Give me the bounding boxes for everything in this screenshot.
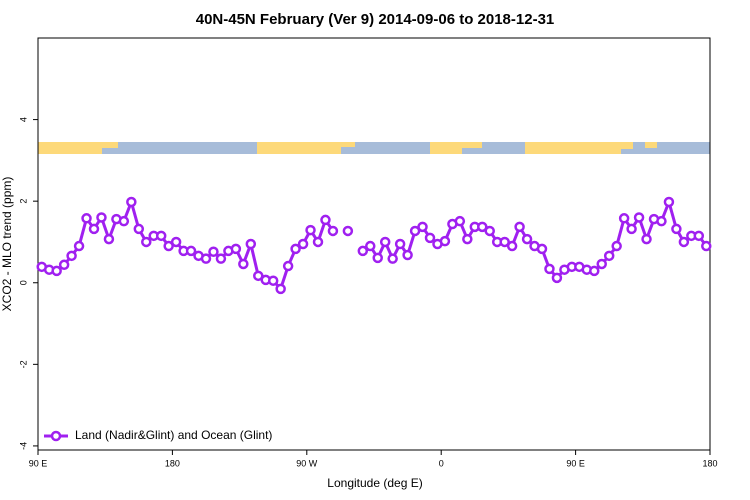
data-point xyxy=(462,233,473,245)
data-point xyxy=(215,253,227,264)
data-point xyxy=(290,243,301,255)
x-axis-label: Longitude (deg E) xyxy=(327,476,422,490)
data-point xyxy=(477,221,488,233)
data-point xyxy=(365,240,376,252)
x-tick-label: 0 xyxy=(439,458,444,468)
data-point xyxy=(611,240,622,252)
data-point xyxy=(536,243,548,255)
chart-title: 40N-45N February (Ver 9) 2014-09-06 to 2… xyxy=(196,11,555,28)
data-point xyxy=(544,263,555,275)
data-point xyxy=(693,230,705,242)
data-point xyxy=(126,196,137,208)
data-point xyxy=(133,223,145,235)
data-point xyxy=(521,233,533,245)
data-point xyxy=(454,215,466,227)
data-point xyxy=(626,223,637,235)
data-point xyxy=(603,250,615,262)
data-point xyxy=(589,265,600,277)
data-point xyxy=(327,225,339,237)
legend-label: Land (Nadir&Glint) and Ocean (Glint) xyxy=(75,428,272,442)
y-tick-label: 4 xyxy=(18,117,28,122)
data-point xyxy=(118,215,130,227)
y-axis-label: XCO2 - MLO trend (ppm) xyxy=(0,177,14,312)
data-point xyxy=(701,240,712,252)
y-tick-label: -2 xyxy=(18,360,28,368)
data-point xyxy=(282,260,294,272)
data-point xyxy=(596,258,607,270)
data-point xyxy=(253,270,264,282)
data-point xyxy=(81,213,92,224)
x-tick-label: 90 E xyxy=(29,458,48,468)
data-point xyxy=(51,265,62,277)
data-point xyxy=(305,224,316,236)
data-point xyxy=(312,236,324,248)
data-point xyxy=(484,225,495,237)
data-point xyxy=(170,236,182,248)
data-point xyxy=(424,232,436,244)
data-point xyxy=(245,238,257,250)
data-point xyxy=(551,272,563,284)
data-point xyxy=(163,240,174,252)
y-tick-label: 2 xyxy=(18,199,28,204)
y-tick-label: -4 xyxy=(18,442,28,450)
data-point xyxy=(103,233,115,245)
data-point xyxy=(320,214,331,226)
data-point xyxy=(357,245,369,257)
surface-strip xyxy=(38,142,710,154)
data-point xyxy=(238,258,249,270)
x-tick-label: 180 xyxy=(165,458,180,468)
data-point xyxy=(342,225,354,237)
data-point xyxy=(275,283,286,295)
data-point xyxy=(372,252,383,264)
data-point xyxy=(499,236,510,248)
data-point xyxy=(402,249,413,261)
data-point xyxy=(230,243,242,255)
data-point xyxy=(88,223,100,235)
data-point xyxy=(66,250,77,262)
data-point xyxy=(297,238,309,250)
data-point xyxy=(379,236,391,248)
data-point xyxy=(641,233,652,245)
data-point xyxy=(678,236,690,248)
data-point xyxy=(387,253,398,264)
data-point xyxy=(267,275,279,286)
data-point xyxy=(633,212,645,223)
data-point xyxy=(58,259,70,271)
data-point xyxy=(96,212,107,223)
data-point xyxy=(618,213,630,224)
data-point xyxy=(141,236,152,248)
x-tick-label: 180 xyxy=(702,458,717,468)
data-point xyxy=(417,221,428,233)
legend-marker xyxy=(50,430,62,442)
data-point xyxy=(409,225,421,237)
data-point xyxy=(671,223,682,235)
x-tick-label: 90 W xyxy=(296,458,318,468)
data-point xyxy=(394,238,406,250)
y-tick-label: 0 xyxy=(18,280,28,285)
data-point xyxy=(663,196,675,208)
data-point xyxy=(656,215,667,227)
data-point xyxy=(439,235,451,247)
data-point xyxy=(506,240,518,252)
data-point xyxy=(185,245,197,257)
data-point xyxy=(208,246,219,258)
x-tick-label: 90 E xyxy=(566,458,585,468)
data-point xyxy=(514,221,525,233)
data-point xyxy=(200,253,212,264)
data-point xyxy=(155,230,167,242)
data-point xyxy=(73,240,85,252)
